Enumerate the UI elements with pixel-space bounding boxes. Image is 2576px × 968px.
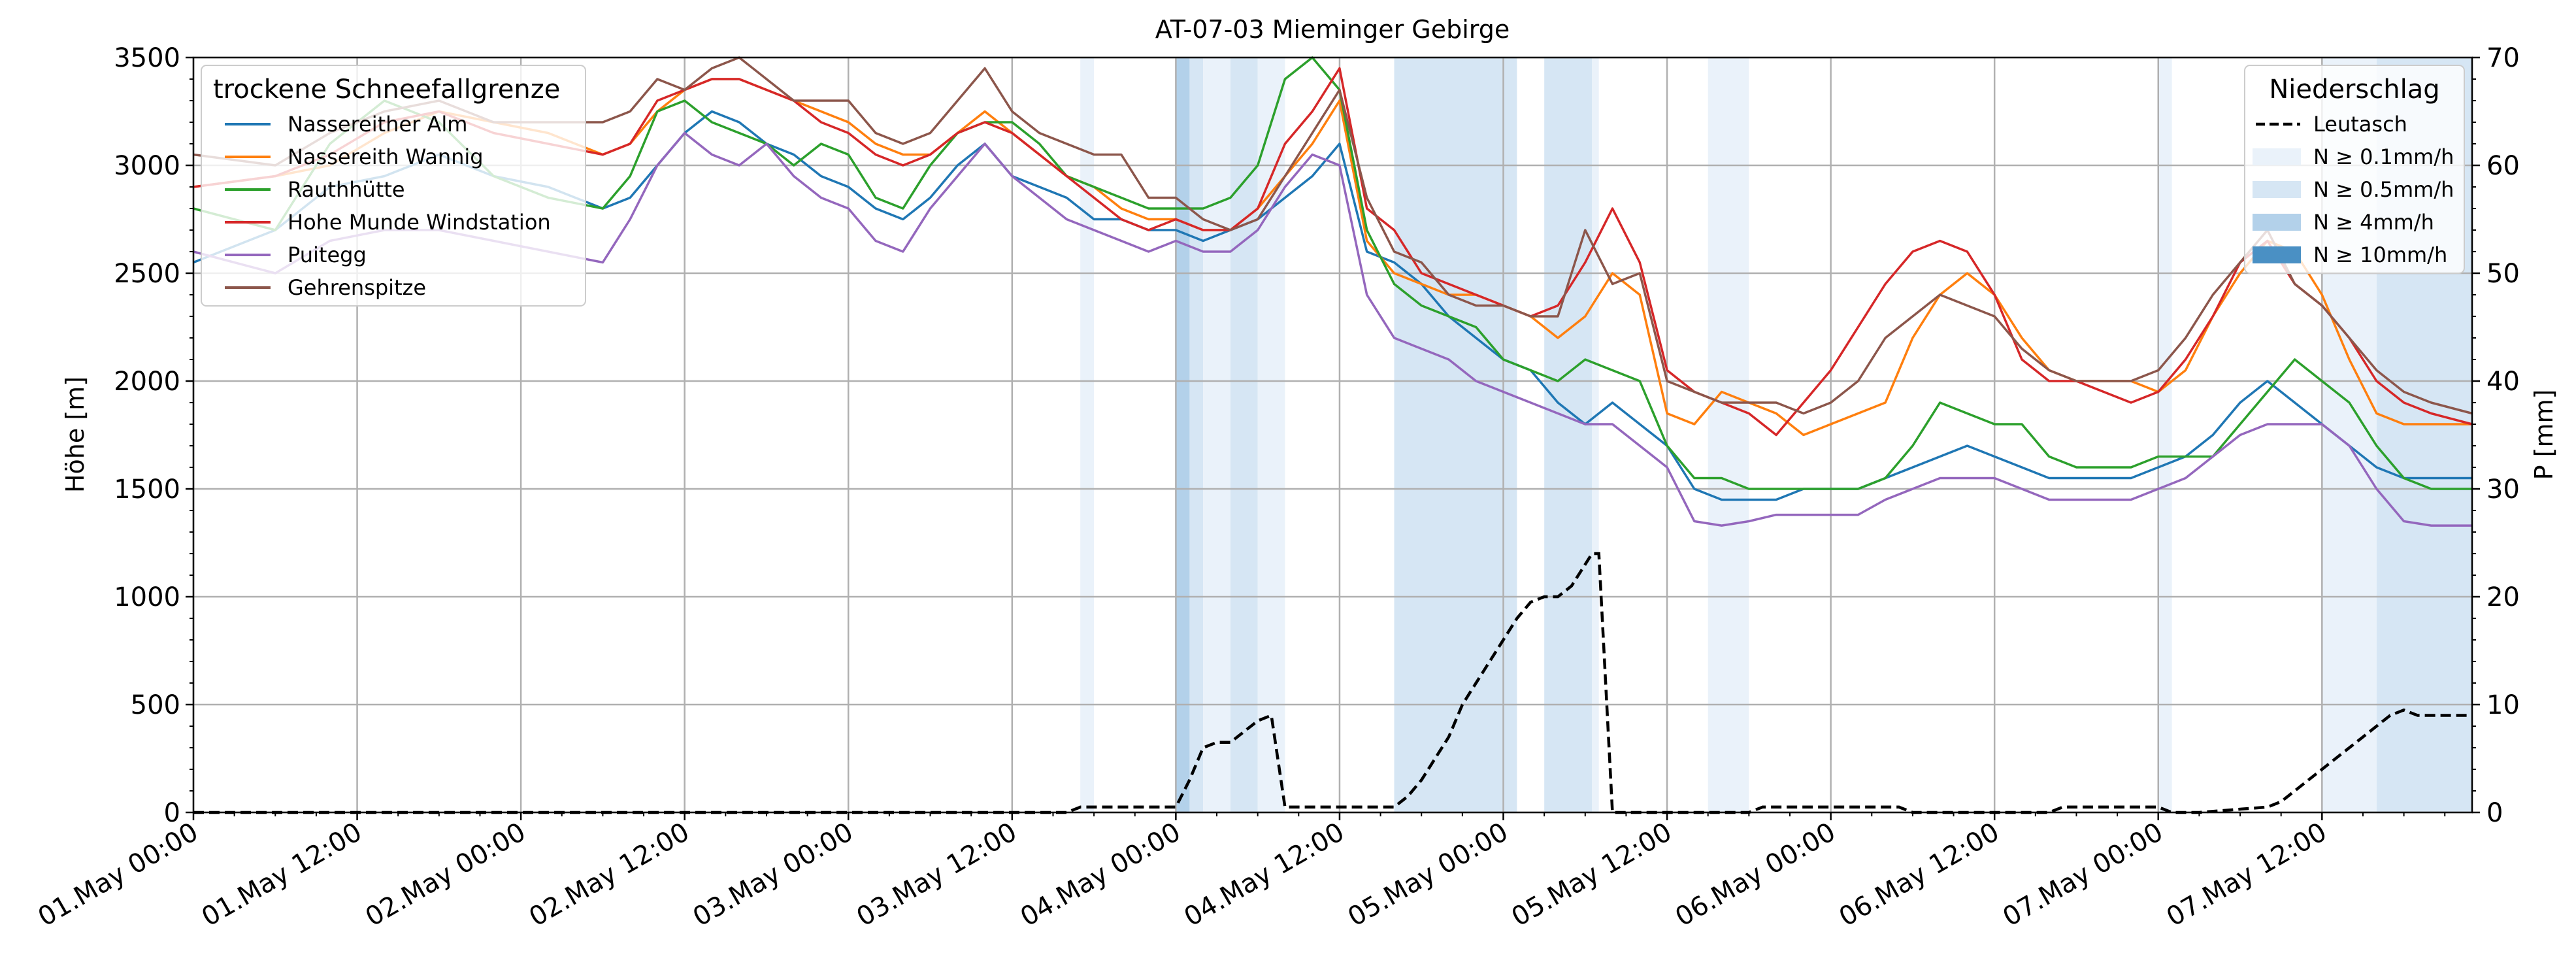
legend-label-precip: N ≥ 4mm/h	[2313, 210, 2434, 235]
series-line-gehrenspitze	[193, 56, 2473, 415]
precip-band	[1544, 58, 1593, 812]
y2-axis-label: P [mm]	[2530, 390, 2558, 480]
legend-label-gehrenspitze: Gehrenspitze	[288, 275, 426, 300]
legend-label-nassereith-wannig: Nassereith Wannig	[288, 144, 484, 169]
precip-band	[1592, 58, 1599, 812]
precip-line-leutasch	[193, 552, 2472, 814]
legend-label-precip: Leutasch	[2313, 112, 2407, 137]
y2-tick-label: 70	[2486, 43, 2520, 73]
precip-band	[1394, 58, 1517, 812]
y-tick-label: 2500	[114, 259, 180, 289]
y-tick-label: 3000	[114, 151, 180, 181]
precip-band	[1176, 58, 1190, 812]
series-lines	[193, 56, 2473, 527]
legend-label-rauthh-tte: Rauthhütte	[288, 177, 405, 202]
legend-label-puitegg: Puitegg	[288, 242, 367, 267]
series-line-puitegg	[193, 131, 2472, 527]
legend-label-nassereither-alm: Nassereither Alm	[288, 112, 467, 137]
legend-swatch-precip-level	[2253, 181, 2301, 198]
snow-legend: trockene Schneefallgrenze Nassereither A…	[201, 65, 586, 307]
precip-band	[1203, 58, 1230, 812]
y-tick-label: 0	[164, 798, 180, 828]
legend-swatch-precip-level	[2253, 214, 2301, 231]
y2-tick-label: 60	[2486, 151, 2520, 181]
y-tick-label: 2000	[114, 367, 180, 397]
y-axis-label: Höhe [m]	[61, 376, 90, 493]
chart-title: AT-07-03 Mieminger Gebirge	[1155, 15, 1510, 44]
legend-label-hohe-munde-windstation: Hohe Munde Windstation	[288, 210, 551, 235]
y2-tick-label: 50	[2486, 259, 2520, 289]
precip-legend-title: Niederschlag	[2269, 75, 2439, 105]
legend-label-precip: N ≥ 0.5mm/h	[2313, 177, 2454, 202]
legend-swatch-precip-level	[2253, 148, 2301, 165]
y2-tick-label: 0	[2486, 798, 2503, 828]
precip-legend: Niederschlag Leutasch N ≥ 0.1mm/h N ≥ 0.5m…	[2244, 65, 2465, 274]
y2-tick-label: 40	[2486, 367, 2520, 397]
precipitation-line-layer	[193, 552, 2472, 814]
y2-tick-label: 30	[2486, 475, 2520, 505]
plot-frame	[192, 56, 2473, 814]
precip-band	[1257, 58, 1285, 812]
y-tick-label: 3500	[114, 43, 180, 73]
precip-band	[2158, 58, 2172, 812]
y-tick-label: 1500	[114, 475, 180, 505]
legend-swatch-precip-level	[2253, 246, 2301, 263]
y-tick-label: 1000	[114, 582, 180, 612]
snow-legend-box	[201, 65, 586, 307]
series-line-nassereither-alm	[193, 110, 2472, 501]
precip-legend-entries: Leutasch N ≥ 0.1mm/h N ≥ 0.5mm/h N ≥ 4mm/h N…	[2253, 112, 2454, 267]
snow-legend-title: trockene Schneefallgrenze	[213, 75, 560, 105]
grid	[192, 56, 2472, 814]
y2-tick-label: 10	[2486, 690, 2520, 720]
y2-tick-label: 20	[2486, 582, 2520, 612]
snow-legend-entries: Nassereither Alm Nassereith Wannig Rauthhü…	[225, 112, 551, 300]
series-line-rauthh-tte	[193, 56, 2472, 490]
precip-band	[1708, 58, 1749, 812]
precip-band	[1080, 58, 1095, 812]
legend-label-precip: N ≥ 0.1mm/h	[2313, 144, 2454, 169]
legend-label-precip: N ≥ 10mm/h	[2313, 242, 2447, 267]
precip-band	[1230, 58, 1258, 812]
y-tick-label: 500	[131, 690, 180, 720]
